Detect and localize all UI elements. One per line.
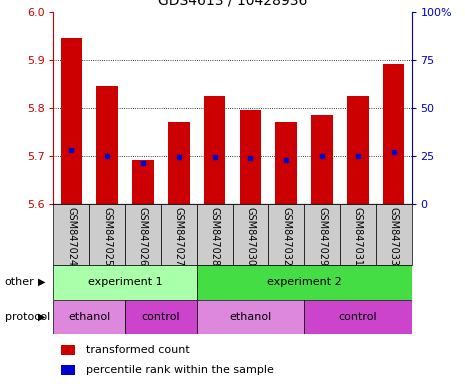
Bar (53, 300, 125, 334)
Bar (53, 204, 89, 265)
Bar (340, 204, 376, 265)
Bar (383, 65, 405, 204)
Text: GSM847027: GSM847027 (174, 207, 184, 266)
Text: experiment 2: experiment 2 (267, 277, 341, 287)
Text: percentile rank within the sample: percentile rank within the sample (86, 365, 273, 375)
Bar (268, 204, 304, 265)
Title: GDS4613 / 10428936: GDS4613 / 10428936 (158, 0, 307, 8)
Bar (197, 204, 232, 265)
Text: ▶: ▶ (38, 312, 46, 322)
Text: experiment 1: experiment 1 (88, 277, 162, 287)
Text: GSM847026: GSM847026 (138, 207, 148, 266)
Text: GSM847033: GSM847033 (389, 207, 399, 266)
Text: GSM847030: GSM847030 (246, 207, 255, 266)
Text: transformed count: transformed count (86, 345, 189, 355)
Text: GSM847025: GSM847025 (102, 207, 112, 266)
Bar (132, 161, 154, 204)
Text: GSM847028: GSM847028 (210, 207, 219, 266)
Text: control: control (339, 312, 377, 322)
Bar (197, 300, 304, 334)
Bar (125, 204, 161, 265)
Text: GSM847024: GSM847024 (66, 207, 76, 266)
Text: GSM847031: GSM847031 (353, 207, 363, 266)
Text: control: control (141, 312, 180, 322)
Text: GSM847029: GSM847029 (317, 207, 327, 266)
Bar (168, 122, 190, 204)
Text: GSM847032: GSM847032 (281, 207, 291, 266)
Text: ethanol: ethanol (229, 312, 272, 322)
Bar (125, 300, 197, 334)
Text: protocol: protocol (5, 312, 50, 322)
Bar (376, 204, 412, 265)
Bar (161, 204, 197, 265)
Bar (197, 265, 412, 300)
Bar (347, 96, 369, 204)
Bar (53, 265, 197, 300)
Bar (304, 204, 340, 265)
Bar (60, 38, 82, 204)
Bar (96, 86, 118, 204)
Bar (204, 96, 226, 204)
Bar (239, 110, 261, 204)
Text: other: other (5, 277, 34, 287)
Bar (60, 345, 75, 355)
Text: ▶: ▶ (38, 277, 46, 287)
Bar (304, 300, 412, 334)
Bar (275, 122, 297, 204)
Bar (232, 204, 268, 265)
Bar (89, 204, 125, 265)
Bar (311, 115, 333, 204)
Bar (60, 365, 75, 375)
Text: ethanol: ethanol (68, 312, 110, 322)
